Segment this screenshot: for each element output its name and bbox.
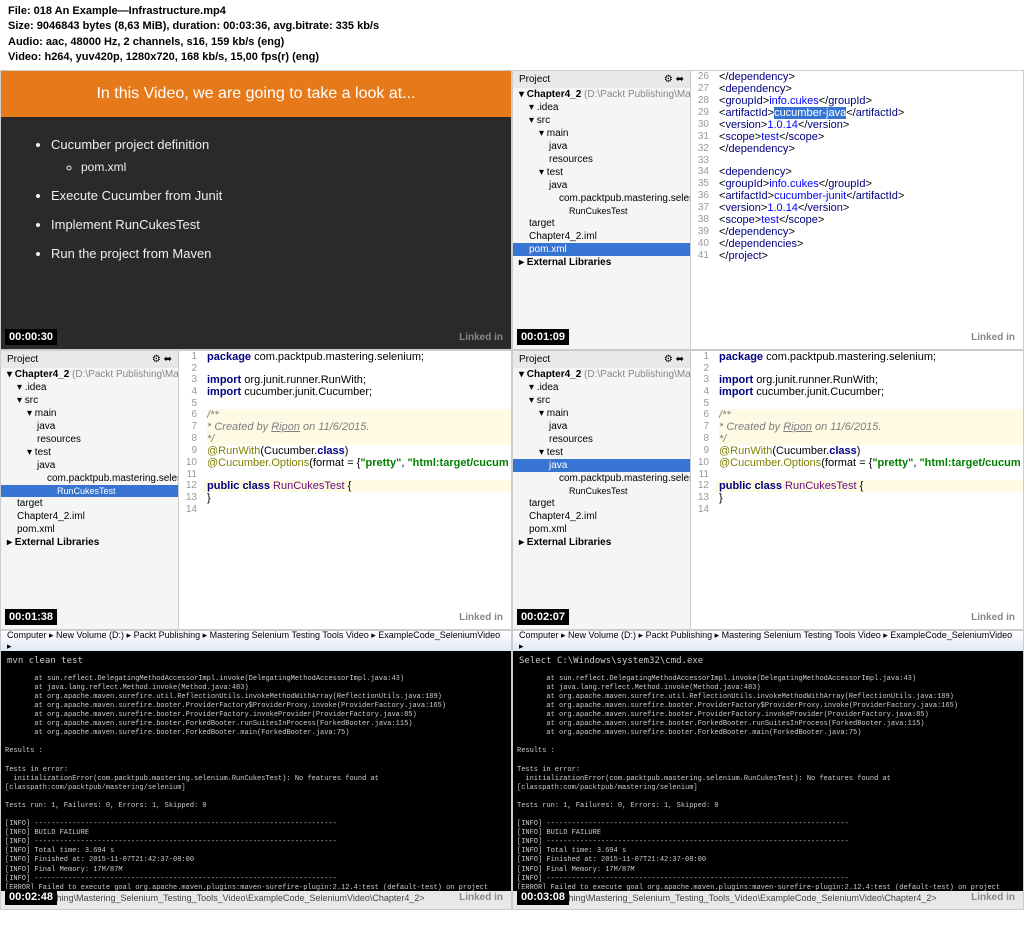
timestamp: 00:01:38 bbox=[5, 609, 57, 625]
timestamp: 00:01:09 bbox=[517, 329, 569, 345]
terminal-footer: Packt Publishing\Mastering_Selenium_Test… bbox=[513, 891, 1023, 909]
watermark: Linked in bbox=[459, 332, 503, 343]
tree-header: Project⚙ ⬌ bbox=[1, 351, 178, 368]
tree-header: Project⚙ ⬌ bbox=[513, 351, 690, 368]
project-tree[interactable]: Project⚙ ⬌ ▾ Chapter4_2 (D:\Packt Publis… bbox=[513, 71, 691, 349]
watermark: Linked in bbox=[971, 612, 1015, 623]
terminal-footer: Packt Publishing\Mastering_Selenium_Test… bbox=[1, 891, 511, 909]
timestamp: 00:03:08 bbox=[517, 889, 569, 905]
thumbnail-1: In this Video, we are going to take a lo… bbox=[0, 70, 512, 350]
thumbnail-3: Project⚙ ⬌ ▾ Chapter4_2 (D:\Packt Publis… bbox=[0, 350, 512, 630]
code-editor[interactable]: 26 </dependency>27 <dependency>28 <group… bbox=[691, 71, 1023, 349]
explorer-bar[interactable]: Computer ▸ New Volume (D:) ▸ Packt Publi… bbox=[513, 631, 1023, 651]
code-editor[interactable]: 1package com.packtpub.mastering.selenium… bbox=[691, 351, 1023, 629]
tree-header: Project⚙ ⬌ bbox=[513, 71, 690, 88]
watermark: Linked in bbox=[459, 612, 503, 623]
size-line: Size: 9046843 bytes (8,63 MiB), duration… bbox=[8, 19, 1016, 34]
slide-item: Run the project from Maven bbox=[51, 246, 481, 261]
slide-item: Cucumber project definition pom.xml bbox=[51, 137, 481, 174]
thumbnail-4: Project⚙ ⬌ ▾ Chapter4_2 (D:\Packt Publis… bbox=[512, 350, 1024, 630]
thumbnail-5: Computer ▸ New Volume (D:) ▸ Packt Publi… bbox=[0, 630, 512, 910]
slide-title: In this Video, we are going to take a lo… bbox=[1, 71, 511, 117]
project-tree[interactable]: Project⚙ ⬌ ▾ Chapter4_2 (D:\Packt Publis… bbox=[513, 351, 691, 629]
video-line: Video: h264, yuv420p, 1280x720, 168 kb/s… bbox=[8, 50, 1016, 65]
explorer-bar[interactable]: Computer ▸ New Volume (D:) ▸ Packt Publi… bbox=[1, 631, 511, 651]
watermark: Linked in bbox=[971, 892, 1015, 903]
file-line: File: 018 An Example—Infrastructure.mp4 bbox=[8, 4, 1016, 19]
code-editor[interactable]: 1package com.packtpub.mastering.selenium… bbox=[179, 351, 511, 629]
file-info-header: File: 018 An Example—Infrastructure.mp4 … bbox=[0, 0, 1024, 70]
terminal-title: mvn clean test bbox=[1, 651, 511, 671]
slide-item: Execute Cucumber from Junit bbox=[51, 188, 481, 203]
slide-subitem: pom.xml bbox=[81, 160, 481, 174]
slide-item: Implement RunCukesTest bbox=[51, 217, 481, 232]
thumbnail-2: Project⚙ ⬌ ▾ Chapter4_2 (D:\Packt Publis… bbox=[512, 70, 1024, 350]
terminal-output[interactable]: at sun.reflect.DelegatingMethodAccessorI… bbox=[1, 671, 511, 891]
project-tree[interactable]: Project⚙ ⬌ ▾ Chapter4_2 (D:\Packt Publis… bbox=[1, 351, 179, 629]
timestamp: 00:02:48 bbox=[5, 889, 57, 905]
terminal-title: Select C:\Windows\system32\cmd.exe bbox=[513, 651, 1023, 671]
thumbnail-6: Computer ▸ New Volume (D:) ▸ Packt Publi… bbox=[512, 630, 1024, 910]
watermark: Linked in bbox=[459, 892, 503, 903]
timestamp: 00:00:30 bbox=[5, 329, 57, 345]
thumbnail-grid: In this Video, we are going to take a lo… bbox=[0, 70, 1024, 910]
audio-line: Audio: aac, 48000 Hz, 2 channels, s16, 1… bbox=[8, 35, 1016, 50]
watermark: Linked in bbox=[971, 332, 1015, 343]
timestamp: 00:02:07 bbox=[517, 609, 569, 625]
slide-body: Cucumber project definition pom.xml Exec… bbox=[1, 117, 511, 295]
terminal-output[interactable]: at sun.reflect.DelegatingMethodAccessorI… bbox=[513, 671, 1023, 891]
